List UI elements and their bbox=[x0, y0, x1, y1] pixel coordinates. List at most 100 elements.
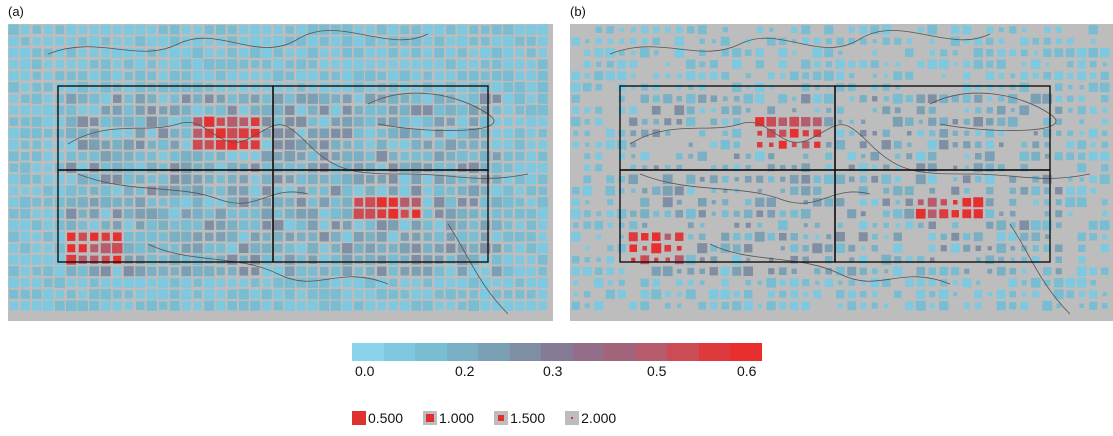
grid-cell bbox=[962, 25, 972, 35]
grid-cell bbox=[711, 200, 716, 205]
grid-cell bbox=[491, 197, 502, 208]
grid-cell bbox=[987, 268, 993, 274]
grid-cell bbox=[723, 188, 728, 193]
grid-cell bbox=[399, 174, 410, 185]
grid-cell bbox=[227, 59, 238, 70]
grid-cell bbox=[112, 105, 122, 115]
grid-cell bbox=[284, 266, 295, 277]
grid-cell bbox=[354, 255, 363, 264]
grid-cell bbox=[342, 278, 352, 288]
grid-cell bbox=[354, 289, 364, 299]
grid-cell bbox=[871, 302, 878, 309]
grid-cell bbox=[54, 277, 65, 288]
grid-cell bbox=[1042, 93, 1053, 104]
grid-cell bbox=[399, 220, 410, 231]
grid-cell bbox=[1032, 37, 1040, 45]
grid-cell bbox=[733, 141, 741, 149]
grid-cell bbox=[812, 94, 822, 104]
grid-cell bbox=[55, 36, 65, 46]
grid-cell bbox=[308, 140, 318, 150]
grid-cell bbox=[89, 139, 100, 150]
grid-cell bbox=[1031, 232, 1040, 241]
grid-cell bbox=[388, 93, 399, 104]
grid-cell bbox=[1009, 302, 1017, 310]
grid-cell bbox=[606, 267, 615, 276]
grid-cell bbox=[571, 266, 581, 276]
grid-cell bbox=[412, 209, 421, 218]
grid-cell bbox=[215, 300, 226, 311]
grid-cell bbox=[790, 244, 799, 253]
grid-cell bbox=[789, 116, 800, 127]
grid-cell bbox=[376, 220, 387, 231]
grid-cell bbox=[491, 82, 502, 93]
grid-cell bbox=[192, 59, 203, 70]
grid-cell bbox=[664, 233, 671, 240]
grid-cell bbox=[812, 117, 822, 127]
grid-cell bbox=[146, 231, 157, 242]
grid-cell bbox=[239, 232, 249, 242]
grid-cell bbox=[870, 151, 880, 161]
grid-cell bbox=[1090, 187, 1097, 194]
grid-cell bbox=[583, 210, 591, 218]
coastline bbox=[67, 122, 529, 179]
grid-cell bbox=[216, 48, 225, 57]
grid-cell bbox=[100, 185, 111, 196]
grid-cell bbox=[423, 232, 432, 241]
grid-cell bbox=[1009, 268, 1016, 275]
grid-cell bbox=[20, 266, 30, 276]
grid-cell bbox=[274, 255, 283, 264]
grid-cell bbox=[169, 254, 180, 265]
grid-cell bbox=[480, 59, 490, 69]
grid-cell bbox=[182, 140, 191, 149]
grid-cell bbox=[976, 280, 981, 285]
grid-cell bbox=[1030, 277, 1041, 288]
grid-cell bbox=[653, 72, 660, 79]
grid-cell bbox=[170, 174, 180, 184]
grid-cell bbox=[998, 38, 1005, 45]
map-svg bbox=[570, 24, 1113, 321]
grid-cell bbox=[262, 71, 271, 80]
grid-cell bbox=[571, 198, 580, 207]
grid-cell bbox=[986, 37, 994, 45]
grid-cell bbox=[285, 105, 295, 115]
grid-cell bbox=[354, 197, 364, 207]
grid-cell bbox=[20, 94, 30, 104]
grid-cell bbox=[307, 220, 318, 231]
grid-cell bbox=[1100, 71, 1109, 80]
grid-cell bbox=[78, 209, 87, 218]
grid-cell bbox=[721, 175, 729, 183]
grid-cell bbox=[664, 302, 671, 309]
grid-cell bbox=[584, 49, 591, 56]
grid-cell bbox=[388, 48, 398, 58]
grid-cell bbox=[953, 200, 958, 205]
grid-cell bbox=[480, 186, 490, 196]
grid-cell bbox=[480, 82, 491, 93]
grid-cell bbox=[78, 186, 87, 195]
grid-cell bbox=[250, 128, 260, 138]
grid-cell bbox=[446, 174, 456, 184]
grid-cell bbox=[698, 94, 707, 103]
grid-cell bbox=[170, 278, 180, 288]
grid-cell bbox=[8, 24, 19, 35]
grid-cell bbox=[938, 289, 949, 300]
grid-cell bbox=[32, 151, 42, 161]
grid-cell bbox=[376, 185, 387, 196]
grid-cell bbox=[848, 60, 856, 68]
grid-cell bbox=[582, 266, 592, 276]
grid-cell bbox=[445, 128, 456, 139]
grid-cell bbox=[491, 139, 502, 150]
grid-cell bbox=[273, 70, 284, 81]
grid-cell bbox=[262, 117, 272, 127]
grid-cell bbox=[974, 141, 982, 149]
grid-cell bbox=[296, 139, 307, 150]
grid-cell bbox=[917, 130, 924, 137]
grid-cell bbox=[721, 106, 730, 115]
grid-cell bbox=[1010, 257, 1015, 262]
grid-cell bbox=[66, 185, 77, 196]
grid-cell bbox=[491, 266, 502, 277]
grid-cell bbox=[927, 94, 937, 104]
grid-cell bbox=[803, 223, 808, 228]
grid-cell bbox=[998, 27, 1004, 33]
grid-cell bbox=[296, 174, 307, 185]
grid-cell bbox=[170, 289, 180, 299]
